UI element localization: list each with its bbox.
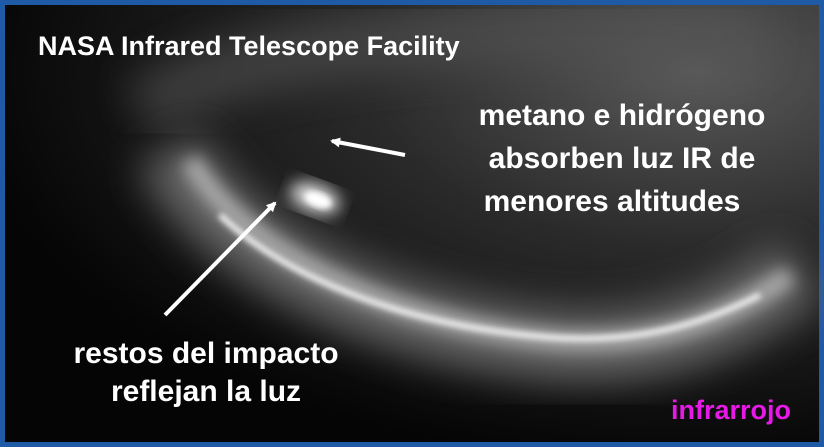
label: infrarrojo	[671, 395, 791, 425]
page: NASA Infrared Telescope Facility metano …	[0, 0, 824, 447]
annotation-line: absorben luz IR de	[489, 142, 756, 175]
annotation-line: reflejan la luz	[111, 375, 301, 408]
annotation-line: metano e hidrógeno	[479, 99, 766, 132]
title: NASA Infrared Telescope Facility	[38, 31, 460, 61]
annotation-line: menores altitudes	[484, 185, 741, 218]
annotation-line: restos del impacto	[73, 337, 338, 370]
screenshot: NASA Infrared Telescope Facility metano …	[0, 0, 824, 447]
